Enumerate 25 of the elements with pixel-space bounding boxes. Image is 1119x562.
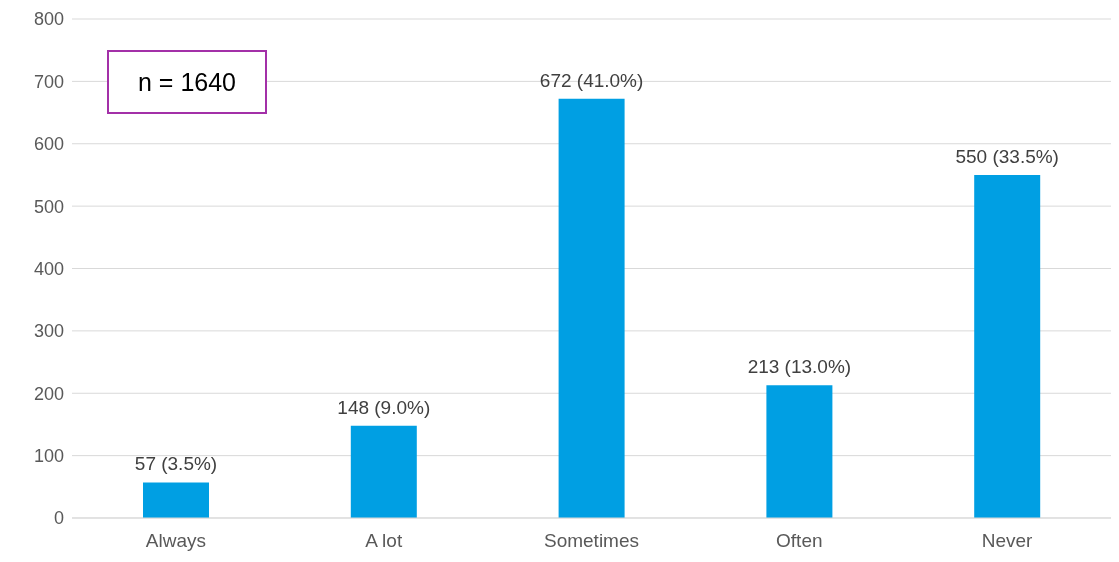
- y-tick-label: 200: [33, 383, 64, 404]
- y-tick-label: 400: [33, 258, 64, 279]
- y-tick-label: 300: [33, 321, 64, 342]
- bar: [350, 425, 417, 518]
- y-tick-label: 600: [33, 134, 64, 155]
- data-label: 148 (9.0%): [337, 396, 431, 418]
- data-label: 672 (41.0%): [539, 69, 644, 91]
- y-tick-label: 500: [33, 196, 64, 217]
- y-tick-label: 800: [33, 9, 64, 30]
- x-tick-label: Often: [776, 530, 823, 552]
- y-tick-label: 100: [33, 446, 64, 467]
- bar: [143, 482, 209, 518]
- bar: [558, 98, 625, 518]
- data-label: 57 (3.5%): [134, 453, 218, 475]
- x-tick-label: Sometimes: [543, 530, 640, 552]
- x-tick-label: Never: [981, 530, 1034, 552]
- x-tick-label: Always: [145, 530, 206, 552]
- data-label: 213 (13.0%): [747, 356, 852, 378]
- y-tick-label: 0: [53, 508, 64, 529]
- x-tick-label: A lot: [365, 530, 403, 552]
- annotation: n = 1640: [107, 50, 267, 114]
- bar: [766, 385, 833, 518]
- data-label: 550 (33.5%): [955, 145, 1059, 167]
- y-tick-label: 700: [33, 71, 64, 92]
- bar: [974, 174, 1041, 518]
